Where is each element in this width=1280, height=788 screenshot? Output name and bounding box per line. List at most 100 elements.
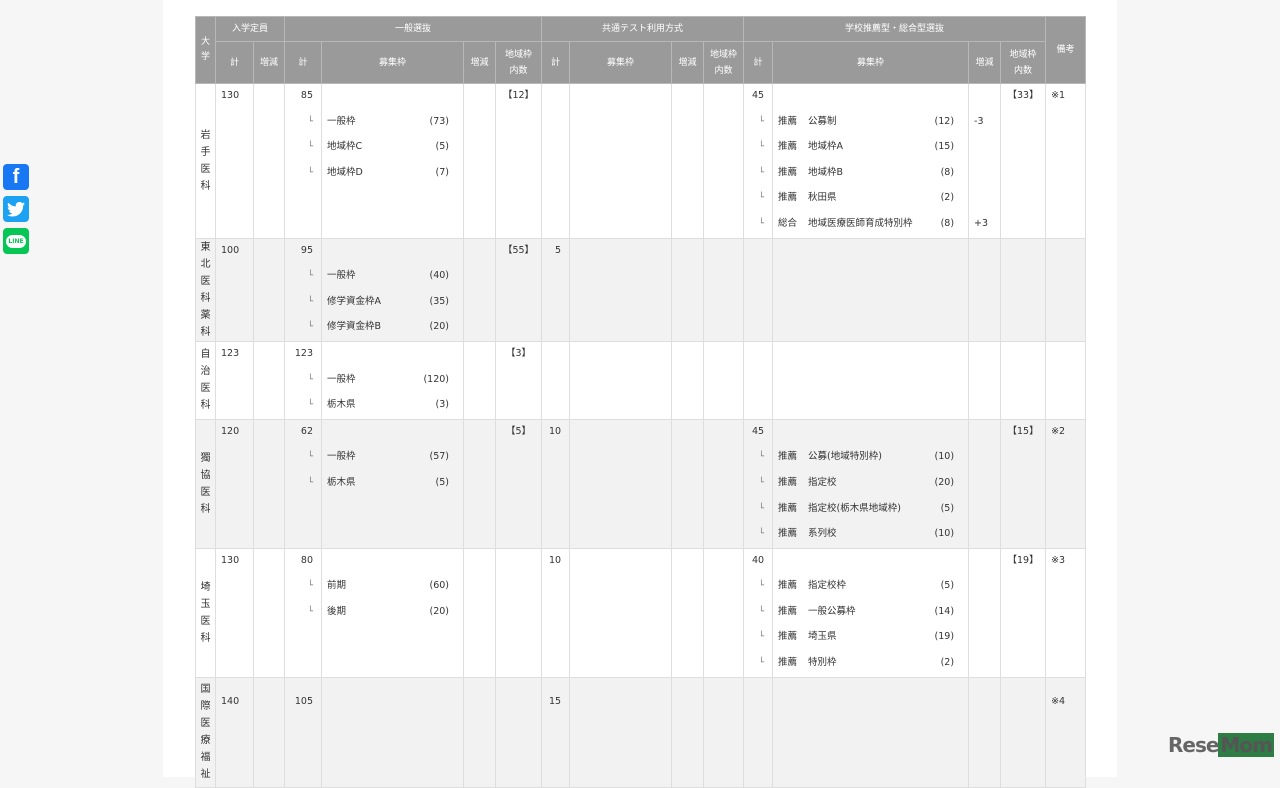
capacity-total: 123 bbox=[215, 340, 254, 420]
capacity-change bbox=[252, 237, 286, 342]
slot-item: 修学資金枠B (20) bbox=[322, 315, 463, 341]
header-total-label: 計 bbox=[551, 57, 561, 68]
recommend-regional bbox=[1000, 237, 1047, 342]
recommend-change bbox=[968, 547, 1002, 678]
slot-name: 秋田県 bbox=[808, 192, 837, 204]
slot-count: (19) bbox=[934, 631, 955, 643]
common-regional bbox=[703, 237, 745, 342]
slot-name: 栃木県 bbox=[327, 476, 356, 488]
general-regional-value: 【5】 bbox=[506, 425, 532, 437]
recommend-regional-value: 【33】 bbox=[1007, 90, 1039, 101]
sub-item-marker: └ bbox=[758, 193, 765, 204]
university-name-text: 岩手医科 bbox=[200, 129, 211, 192]
common-slots bbox=[569, 676, 673, 788]
recommend-total: 40 └ └ └ └ bbox=[743, 547, 774, 678]
recommend-total bbox=[743, 237, 774, 342]
recommend-slots bbox=[772, 676, 970, 788]
note: ※3 bbox=[1045, 547, 1087, 678]
slot-count: (20) bbox=[934, 476, 955, 488]
common-regional bbox=[703, 340, 745, 420]
slot-type: 推薦 bbox=[778, 605, 798, 617]
slot-change bbox=[969, 651, 1000, 677]
slot-count: (8) bbox=[940, 166, 955, 178]
note-value: ※3 bbox=[1051, 554, 1066, 566]
recommend-slots: 推薦 公募制 (12) 推薦 地域枠A (15) 推薦 地域枠B (8) 推薦 秋田県 (2) 総合 地域… bbox=[772, 83, 970, 239]
header-total: 計 bbox=[743, 41, 774, 84]
general-regional-value bbox=[496, 690, 541, 716]
common-slots bbox=[569, 340, 673, 420]
capacity-change-value bbox=[254, 690, 284, 716]
general-total: 80 └ └ bbox=[284, 547, 323, 678]
sub-item-marker: └ bbox=[307, 477, 314, 488]
slot-item: 推薦 埼玉県 (19) bbox=[773, 625, 968, 651]
general-total-value: 123 bbox=[294, 347, 314, 359]
slot-name: 前期 bbox=[327, 580, 347, 592]
recommend-slots: 推薦 公募(地域特別枠) (10) 推薦 指定校 (20) 推薦 指定校(栃木県地域枠) (5)… bbox=[772, 418, 970, 549]
slot-change bbox=[464, 135, 495, 161]
header-change-label: 増減 bbox=[260, 57, 279, 68]
slot-type: 推薦 bbox=[778, 631, 798, 643]
header-general: 一般選抜 bbox=[284, 16, 543, 42]
capacity-total-value: 130 bbox=[221, 90, 240, 101]
general-regional: 【12】 bbox=[495, 83, 543, 239]
slot-count: (73) bbox=[429, 115, 450, 127]
common-total-value: 15 bbox=[548, 695, 562, 707]
general-regional-value: 【3】 bbox=[506, 347, 532, 359]
sub-item-marker: └ bbox=[758, 167, 765, 178]
slot-type: 推薦 bbox=[778, 166, 798, 178]
slot-item: 総合 地域医療医師育成特別枠 (8) bbox=[773, 212, 968, 238]
header-common-test: 共通テスト利用方式 bbox=[541, 16, 745, 42]
header-change: 増減 bbox=[463, 41, 497, 84]
slot-type: 推薦 bbox=[778, 115, 798, 127]
recommend-total-value bbox=[744, 342, 772, 368]
recommend-total-value: 40 bbox=[751, 554, 765, 566]
header-slots: 募集枠 bbox=[569, 41, 673, 84]
sub-item-marker: └ bbox=[758, 581, 765, 592]
header-total-label: 計 bbox=[753, 57, 763, 68]
general-total: 105 bbox=[284, 676, 323, 788]
slot-item: 推薦 指定校 (20) bbox=[773, 471, 968, 497]
slot-count: (57) bbox=[429, 451, 450, 463]
sub-item-marker: └ bbox=[758, 477, 765, 488]
general-regional-value: 【12】 bbox=[502, 90, 535, 101]
slot-item: 一般枠 (57) bbox=[322, 445, 463, 471]
general-regional bbox=[495, 676, 543, 788]
capacity-total-value: 140 bbox=[221, 695, 240, 707]
recommend-regional: 【19】 bbox=[1000, 547, 1047, 678]
header-change-label: 増減 bbox=[470, 57, 489, 68]
slot-change bbox=[464, 110, 495, 136]
general-regional bbox=[495, 547, 543, 678]
capacity-total: 140 bbox=[215, 676, 254, 788]
common-total-value: 10 bbox=[548, 554, 562, 566]
slot-change bbox=[969, 161, 1000, 187]
common-change bbox=[671, 237, 705, 342]
slot-item: 栃木県 (3) bbox=[322, 393, 463, 419]
common-slots bbox=[569, 547, 673, 678]
sub-item-marker: └ bbox=[307, 322, 314, 333]
general-total: 123 └ └ bbox=[284, 340, 323, 420]
general-change bbox=[463, 676, 497, 788]
slot-name: 特別枠 bbox=[808, 657, 837, 669]
slot-name: 一般公募枠 bbox=[808, 605, 856, 617]
header-slots-label: 募集枠 bbox=[607, 57, 635, 68]
general-slots: 一般枠 (40) 修学資金枠A (35) 修学資金枠B (20) bbox=[321, 237, 465, 342]
table-row: 埼玉医科 130 80 └ └ 前期 (60) 後期 (20) 10 40 └ └ └ └ 推薦 指定校枠 (5)… bbox=[195, 547, 1087, 678]
slot-name: 埼玉県 bbox=[808, 631, 837, 643]
common-total bbox=[541, 340, 571, 420]
university-name: 埼玉医科 bbox=[195, 547, 216, 678]
note-value: ※2 bbox=[1051, 425, 1066, 437]
general-change bbox=[463, 547, 497, 678]
slot-change bbox=[969, 497, 1000, 523]
header-total: 計 bbox=[215, 41, 254, 84]
slot-change bbox=[969, 135, 1000, 161]
recommend-regional: 【15】 bbox=[1000, 418, 1047, 549]
capacity-change bbox=[252, 418, 286, 549]
university-name-text: 獨協医科 bbox=[200, 452, 211, 515]
common-change bbox=[671, 676, 705, 788]
facebook-share-icon[interactable]: f bbox=[3, 164, 29, 190]
common-regional-value bbox=[704, 84, 743, 110]
header-regional: 地域枠内数 bbox=[495, 41, 543, 84]
twitter-share-icon[interactable] bbox=[3, 196, 29, 222]
line-share-icon[interactable]: LINE bbox=[3, 228, 29, 254]
recommend-slots bbox=[772, 340, 970, 420]
